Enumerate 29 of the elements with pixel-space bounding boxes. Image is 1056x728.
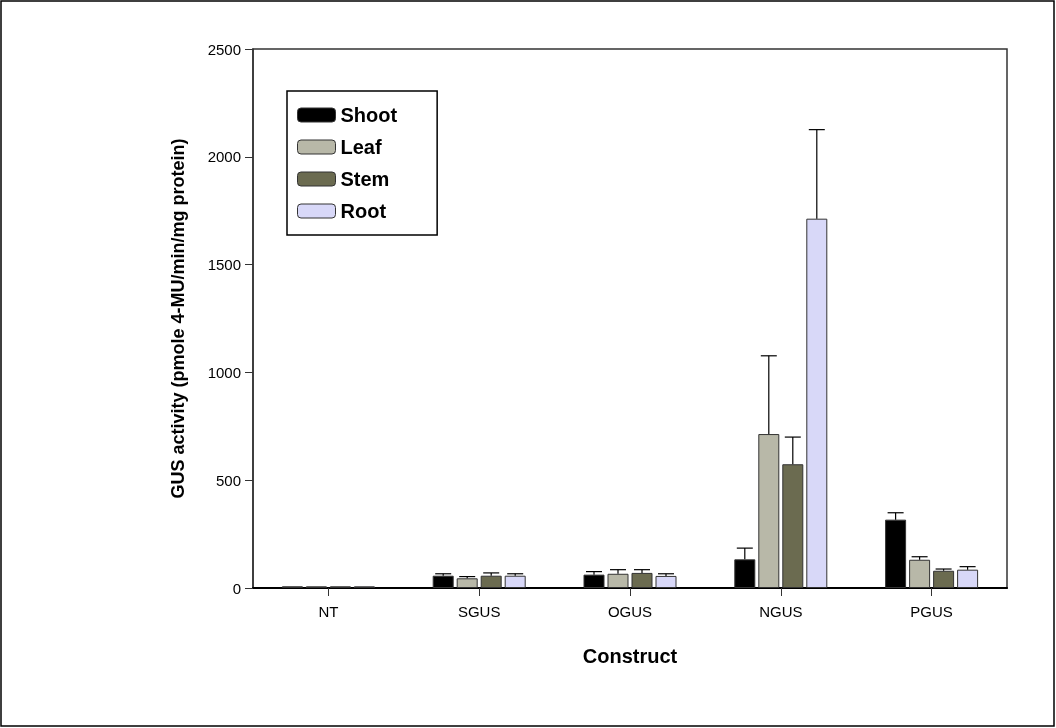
bar: [456, 578, 478, 588]
legend-label: Shoot: [340, 104, 398, 126]
legend-label: Root: [340, 200, 387, 222]
bar: [782, 464, 804, 588]
bar: [957, 569, 979, 588]
bar: [480, 575, 502, 588]
x-tick-label: NGUS: [759, 603, 803, 620]
bar: [655, 575, 677, 588]
y-tick-label: 2000: [207, 148, 241, 166]
x-axis-title: Construct: [582, 645, 678, 667]
y-tick-label: 0: [232, 579, 241, 597]
bar: [504, 575, 526, 588]
x-tick-label: SGUS: [457, 603, 501, 620]
legend-label: Leaf: [340, 136, 382, 158]
bar: [758, 434, 780, 588]
x-tick-label: OGUS: [607, 603, 653, 620]
x-tick-label: NT: [318, 603, 339, 620]
y-tick-label: 1500: [207, 256, 241, 274]
bar: [631, 572, 653, 588]
bar: [607, 573, 629, 588]
bar: [933, 570, 955, 588]
bar: [806, 218, 828, 588]
y-tick-label: 500: [215, 471, 241, 489]
y-axis-title: GUS activity (pmole 4-MU/min/mg protein): [168, 138, 188, 499]
x-tick-label: PGUS: [910, 603, 953, 620]
bar: [909, 559, 931, 588]
y-tick-label: 1000: [207, 363, 241, 381]
legend-label: Stem: [340, 168, 390, 190]
y-tick-label: 2500: [207, 40, 241, 58]
